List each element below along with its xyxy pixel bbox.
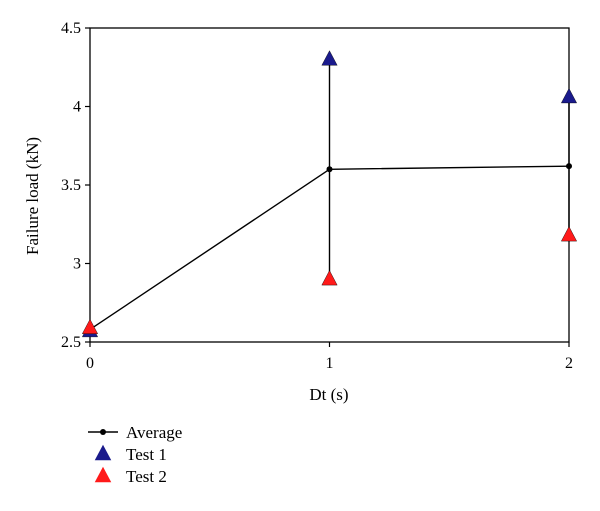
average-point xyxy=(566,163,572,170)
legend: Average Test 1 Test 2 xyxy=(88,423,182,486)
data-marks xyxy=(81,50,578,338)
legend-average-marker xyxy=(100,429,106,435)
test-2-point xyxy=(560,226,578,242)
x-tick-label: 2 xyxy=(565,355,573,372)
y-tick-label: 3 xyxy=(73,256,81,273)
y-tick-label: 4.5 xyxy=(61,20,81,37)
legend-test-2-label: Test 2 xyxy=(126,467,167,486)
y-axis-title: Failure load (kN) xyxy=(23,137,42,255)
y-tick-label: 4 xyxy=(73,99,81,116)
legend-average-label: Average xyxy=(126,423,182,442)
x-tick-label: 0 xyxy=(86,355,94,372)
test-1-point xyxy=(321,50,338,66)
legend-test-1-label: Test 1 xyxy=(126,445,167,464)
legend-test-1-marker xyxy=(94,444,112,461)
average-point xyxy=(326,166,333,173)
test-1-point xyxy=(560,87,578,104)
axes: 2.5 3 3.5 4 4.5 0 1 2 xyxy=(61,20,573,372)
x-tick-label: 1 xyxy=(326,355,334,372)
test-2-point xyxy=(81,318,99,334)
x-axis-title: Dt (s) xyxy=(309,385,348,404)
y-tick-label: 2.5 xyxy=(61,334,81,351)
test-2-point xyxy=(321,270,338,286)
y-tick-label: 3.5 xyxy=(61,177,81,194)
legend-test-2-marker xyxy=(94,466,112,483)
